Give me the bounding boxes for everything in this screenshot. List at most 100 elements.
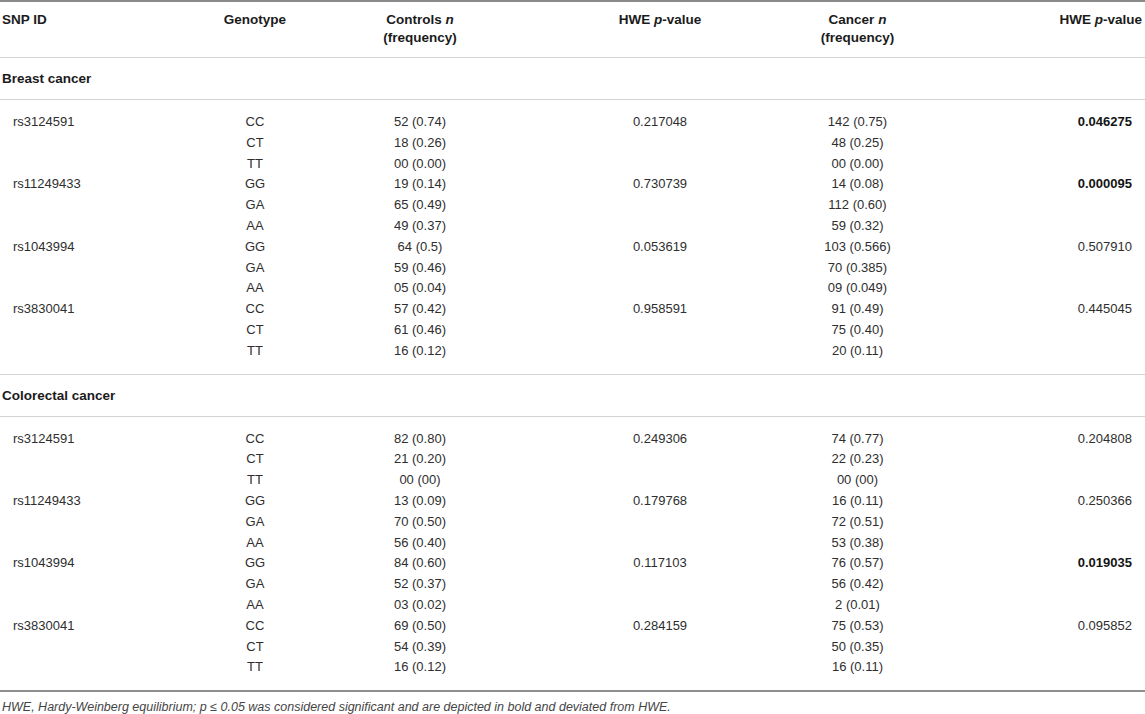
cancer-n-cell: 20 (0.11) bbox=[800, 341, 915, 374]
controls-n-cell: 52 (0.37) bbox=[320, 574, 520, 595]
controls-n-cell: 65 (0.49) bbox=[320, 195, 520, 216]
hwe-cancer-cell bbox=[915, 195, 1145, 216]
cancer-n-cell: 14 (0.08) bbox=[800, 174, 915, 195]
controls-n-cell: 18 (0.26) bbox=[320, 133, 520, 154]
snp-id-cell bbox=[0, 320, 190, 341]
col-header-controls-text: Controls bbox=[386, 12, 442, 27]
genotype-cell: CT bbox=[190, 320, 320, 341]
cancer-n-cell: 16 (0.11) bbox=[800, 491, 915, 512]
hwe-controls-cell bbox=[520, 195, 800, 216]
hwe-cancer-cell: 0.000095 bbox=[915, 174, 1145, 195]
hwe-controls-cell: 0.217048 bbox=[520, 100, 800, 133]
genotype-cell: TT bbox=[190, 470, 320, 491]
col-header-cancer-text: Cancer bbox=[829, 12, 875, 27]
snp-id-cell: rs3830041 bbox=[0, 299, 190, 320]
snp-id-cell bbox=[0, 574, 190, 595]
controls-n-cell: 16 (0.12) bbox=[320, 657, 520, 691]
cancer-n-cell: 50 (0.35) bbox=[800, 637, 915, 658]
italic-p-symbol: p bbox=[1095, 12, 1103, 27]
genotype-cell: TT bbox=[190, 341, 320, 374]
table-row: AA 56 (0.40) 53 (0.38) bbox=[0, 533, 1145, 554]
cancer-n-cell: 59 (0.32) bbox=[800, 216, 915, 237]
cancer-n-cell: 2 (0.01) bbox=[800, 595, 915, 616]
snp-id-cell: rs3124591 bbox=[0, 100, 190, 133]
controls-n-cell: 16 (0.12) bbox=[320, 341, 520, 374]
hwe-controls-cell bbox=[520, 512, 800, 533]
cancer-n-cell: 09 (0.049) bbox=[800, 278, 915, 299]
hwe-cancer-cell bbox=[915, 574, 1145, 595]
col-header-controls-frequency: (frequency) bbox=[383, 30, 457, 45]
controls-n-cell: 56 (0.40) bbox=[320, 533, 520, 554]
snp-id-cell: rs1043994 bbox=[0, 237, 190, 258]
genotype-cell: CC bbox=[190, 299, 320, 320]
hwe-cancer-cell: 0.445045 bbox=[915, 299, 1145, 320]
genotype-cell: CC bbox=[190, 616, 320, 637]
table-row: AA 03 (0.02) 2 (0.01) bbox=[0, 595, 1145, 616]
snp-id-cell: rs3830041 bbox=[0, 616, 190, 637]
paper-table-figure: SNP ID Genotype Controls n(frequency) HW… bbox=[0, 0, 1145, 714]
genotype-cell: TT bbox=[190, 657, 320, 691]
snp-id-cell bbox=[0, 216, 190, 237]
controls-n-cell: 54 (0.39) bbox=[320, 637, 520, 658]
hwe-cancer-cell bbox=[915, 133, 1145, 154]
hwe-cancer-cell: 0.019035 bbox=[915, 553, 1145, 574]
controls-n-cell: 00 (00) bbox=[320, 470, 520, 491]
section-header-breast-cancer: Breast cancer bbox=[0, 58, 1145, 100]
cancer-n-cell: 48 (0.25) bbox=[800, 133, 915, 154]
cancer-n-cell: 142 (0.75) bbox=[800, 100, 915, 133]
hwe-cancer-cell bbox=[915, 595, 1145, 616]
genotype-cell: GA bbox=[190, 258, 320, 279]
hwe-cancer-cell bbox=[915, 258, 1145, 279]
hwe-cancer-cell bbox=[915, 512, 1145, 533]
genotype-cell: GG bbox=[190, 553, 320, 574]
controls-n-cell: 52 (0.74) bbox=[320, 100, 520, 133]
table-row: rs3124591 CC 52 (0.74) 0.217048 142 (0.7… bbox=[0, 100, 1145, 133]
cancer-n-cell: 70 (0.385) bbox=[800, 258, 915, 279]
hwe-cancer-cell bbox=[915, 470, 1145, 491]
controls-n-cell: 70 (0.50) bbox=[320, 512, 520, 533]
controls-n-cell: 57 (0.42) bbox=[320, 299, 520, 320]
cancer-n-cell: 16 (0.11) bbox=[800, 657, 915, 691]
snp-id-cell bbox=[0, 341, 190, 374]
snp-id-cell bbox=[0, 595, 190, 616]
section-title: Colorectal cancer bbox=[0, 374, 1145, 416]
col-header-cancer-n: Cancer n(frequency) bbox=[800, 1, 915, 58]
table-row: GA 52 (0.37) 56 (0.42) bbox=[0, 574, 1145, 595]
controls-n-cell: 59 (0.46) bbox=[320, 258, 520, 279]
table-row: CT 21 (0.20) 22 (0.23) bbox=[0, 449, 1145, 470]
hwe-controls-cell: 0.179768 bbox=[520, 491, 800, 512]
hwe-controls-cell bbox=[520, 278, 800, 299]
table-row: TT 00 (0.00) 00 (0.00) bbox=[0, 154, 1145, 175]
table-row: CT 18 (0.26) 48 (0.25) bbox=[0, 133, 1145, 154]
cancer-n-cell: 56 (0.42) bbox=[800, 574, 915, 595]
genotype-cell: GA bbox=[190, 574, 320, 595]
table-row: TT 16 (0.12) 20 (0.11) bbox=[0, 341, 1145, 374]
col-header-hwe-suffix: -value bbox=[1103, 12, 1142, 27]
col-header-genotype: Genotype bbox=[190, 1, 320, 58]
controls-n-cell: 00 (0.00) bbox=[320, 154, 520, 175]
hwe-controls-cell: 0.117103 bbox=[520, 553, 800, 574]
genotype-cell: GA bbox=[190, 195, 320, 216]
controls-n-cell: 19 (0.14) bbox=[320, 174, 520, 195]
hwe-cancer-cell bbox=[915, 637, 1145, 658]
table-body: Breast cancer rs3124591 CC 52 (0.74) 0.2… bbox=[0, 58, 1145, 692]
cancer-n-cell: 91 (0.49) bbox=[800, 299, 915, 320]
hwe-cancer-cell bbox=[915, 533, 1145, 554]
italic-n-symbol: n bbox=[446, 12, 454, 27]
table-row: rs3830041 CC 57 (0.42) 0.958591 91 (0.49… bbox=[0, 299, 1145, 320]
genotype-cell: TT bbox=[190, 154, 320, 175]
col-header-hwe-text: HWE bbox=[1059, 12, 1091, 27]
table-row: AA 05 (0.04) 09 (0.049) bbox=[0, 278, 1145, 299]
col-header-cancer-frequency: (frequency) bbox=[821, 30, 895, 45]
col-header-hwe-suffix: -value bbox=[662, 12, 701, 27]
hwe-controls-cell bbox=[520, 657, 800, 691]
controls-n-cell: 49 (0.37) bbox=[320, 216, 520, 237]
cancer-n-cell: 74 (0.77) bbox=[800, 416, 915, 449]
genotype-cell: GG bbox=[190, 237, 320, 258]
hwe-controls-cell bbox=[520, 258, 800, 279]
hwe-cancer-cell bbox=[915, 657, 1145, 691]
genotype-cell: GG bbox=[190, 491, 320, 512]
table-row: CT 61 (0.46) 75 (0.40) bbox=[0, 320, 1145, 341]
controls-n-cell: 61 (0.46) bbox=[320, 320, 520, 341]
hwe-controls-cell: 0.730739 bbox=[520, 174, 800, 195]
